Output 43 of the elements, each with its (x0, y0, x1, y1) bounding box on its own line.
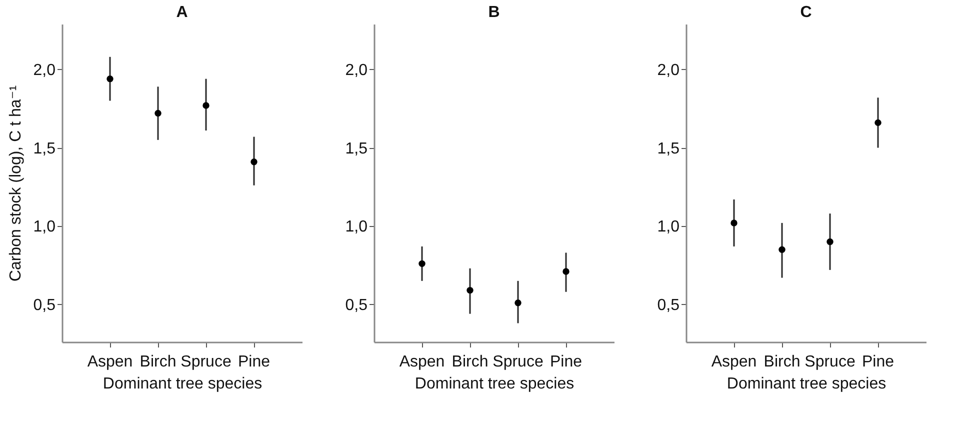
point (514, 299, 522, 306)
x-tick-label: Aspen (87, 354, 133, 370)
y-tick-label: 1,0 (345, 218, 368, 236)
y-tick-label: 0,5 (345, 296, 368, 314)
x-axis-title: Dominant tree species (726, 376, 886, 392)
point (874, 119, 882, 126)
y-tick-label: 1,0 (657, 218, 680, 236)
y-tick-label: 0,5 (33, 296, 56, 314)
point (418, 260, 426, 268)
x-tick-label: Pine (862, 354, 894, 370)
x-axis-title: Dominant tree species (102, 376, 262, 392)
point (730, 220, 738, 226)
point (154, 110, 162, 117)
point (466, 286, 474, 294)
y-tick-label: 1,5 (345, 140, 368, 158)
x-tick-label: Spruce (180, 354, 232, 370)
chart-title: B (488, 4, 500, 21)
point (562, 268, 570, 275)
point (778, 246, 786, 253)
y-tick-label: 2,0 (657, 62, 680, 79)
x-tick-label: Aspen (399, 354, 445, 370)
x-tick-label: Birch (140, 354, 176, 370)
point (826, 238, 834, 246)
y-axis-title: Carbon stock (log), C t ha⁻¹ (7, 85, 24, 282)
point (250, 158, 258, 166)
x-tick-label: Birch (452, 354, 488, 370)
x-axis-title: Dominant tree species (414, 376, 574, 392)
x-tick-label: Pine (550, 354, 582, 370)
x-tick-label: Pine (238, 354, 270, 370)
y-tick-label: 1,5 (657, 140, 680, 158)
x-tick-label: Aspen (711, 354, 757, 370)
point (106, 75, 114, 82)
y-tick-label: 0,5 (657, 296, 680, 314)
y-tick-label: 1,5 (33, 140, 56, 158)
y-tick-label: 2,0 (33, 62, 56, 79)
point (202, 102, 210, 109)
chart-title: A (176, 4, 188, 21)
y-tick-label: 2,0 (345, 62, 368, 79)
x-tick-label: Birch (764, 354, 800, 370)
chart-title: C (800, 4, 812, 21)
x-tick-label: Spruce (492, 354, 544, 370)
y-tick-label: 1,0 (33, 218, 56, 236)
x-tick-label: Spruce (804, 354, 856, 370)
